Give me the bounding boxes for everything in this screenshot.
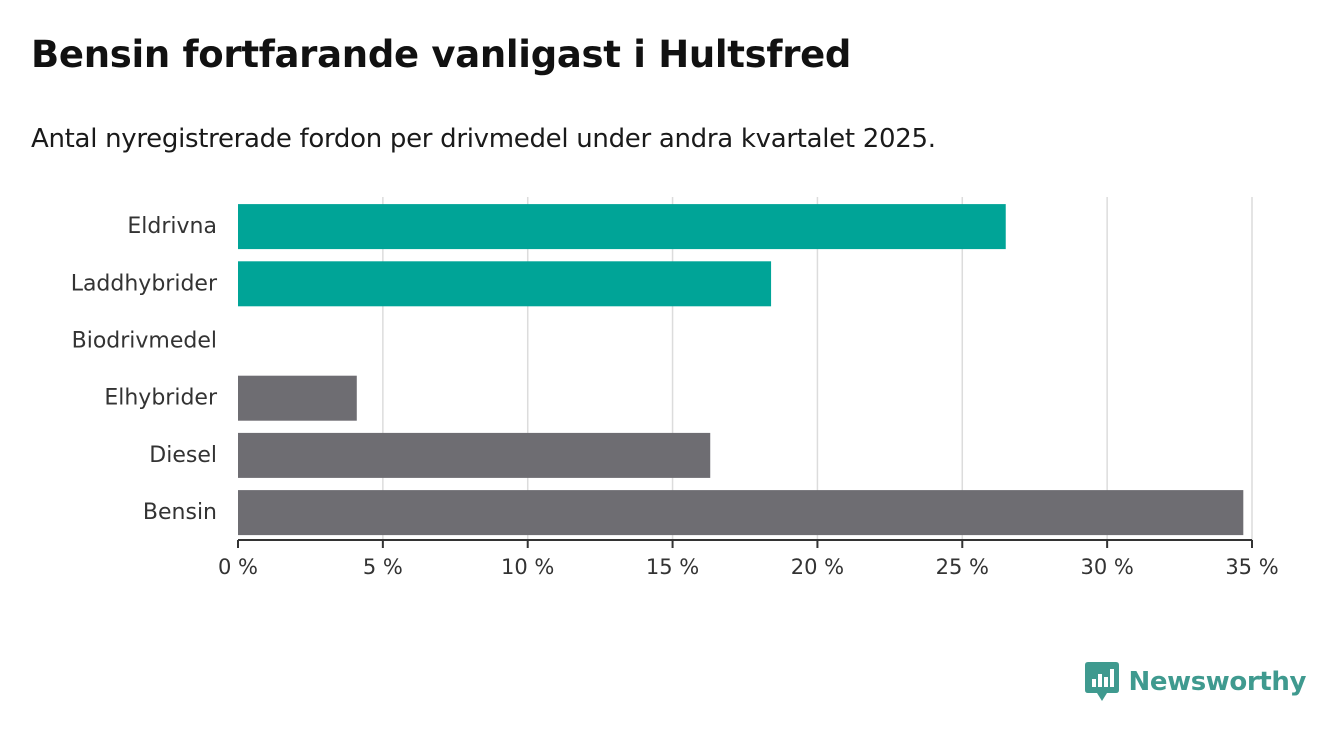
category-label: Diesel (149, 443, 217, 468)
x-tick-label: 15 % (646, 555, 699, 579)
x-tick-label: 20 % (791, 555, 844, 579)
chart-subtitle: Antal nyregistrerade fordon per drivmede… (31, 124, 936, 154)
bar (238, 490, 1244, 536)
x-tick-label: 35 % (1225, 555, 1278, 579)
bar (238, 375, 357, 421)
category-label: Bensin (143, 500, 217, 525)
bars (238, 204, 1244, 536)
category-label: Laddhybrider (71, 271, 218, 296)
category-label: Elhybrider (104, 386, 218, 411)
category-labels: Eldrivna Laddhybrider Biodrivmedel Elhybrid… (71, 214, 218, 525)
x-tick-label: 30 % (1080, 555, 1133, 579)
bar (238, 261, 772, 307)
x-tick-label: 10 % (501, 555, 554, 579)
bar (238, 432, 711, 478)
x-tick-label: 5 % (363, 555, 403, 579)
brand-name: Newsworthy (1128, 667, 1307, 697)
category-label: Biodrivmedel (72, 329, 217, 354)
gridlines (382, 197, 1253, 540)
x-axis: 0 % 5 % 10 % 15 % 20 % 25 % 30 % 35 % (218, 539, 1279, 579)
newsworthy-logo-icon (1084, 662, 1119, 701)
chart-title: Bensin fortfarande vanligast i Hultsfred (31, 33, 852, 76)
category-label: Eldrivna (127, 214, 217, 239)
x-tick-label: 0 % (218, 555, 258, 579)
x-tick-label: 25 % (936, 555, 989, 579)
newsworthy-logo: Newsworthy (1084, 662, 1307, 702)
bar (238, 204, 1006, 250)
